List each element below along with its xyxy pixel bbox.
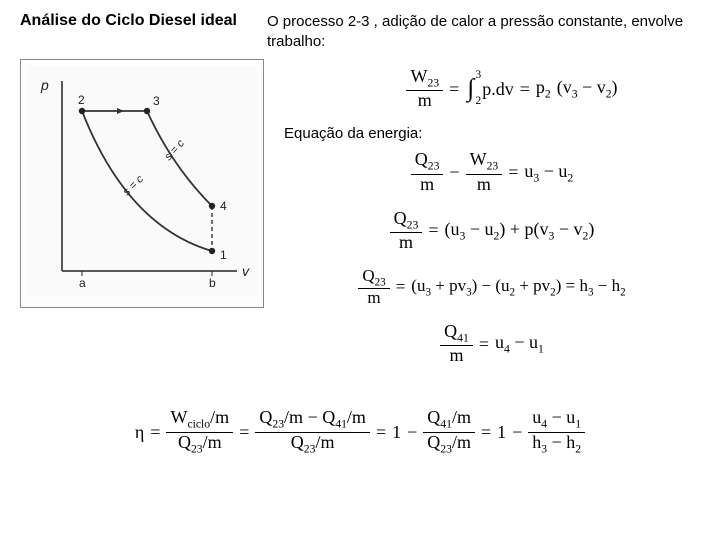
- svg-text:2: 2: [78, 93, 85, 107]
- equations-column: W23 m = ∫32 p.dv = p2 (v3 − v2) Equação …: [284, 59, 700, 380]
- equation-w23: W23 m = ∫32 p.dv = p2 (v3 − v2): [324, 67, 700, 111]
- process-description: O processo 2-3 , adição de calor a press…: [267, 12, 700, 51]
- svg-text:1: 1: [220, 248, 227, 262]
- energy-equation-label: Equação da energia:: [284, 125, 700, 142]
- equation-q23-expanded: Q23 m = (u3 − u2) + p(v3 − v2): [284, 209, 700, 253]
- equation-q23-enthalpy: Q23 m = (u3 + pv3) − (u2 + pv2) = h3 − h…: [284, 267, 700, 308]
- svg-text:4: 4: [220, 199, 227, 213]
- page-title: Análise do Ciclo Diesel ideal: [20, 12, 237, 30]
- equation-q41: Q41 m = u4 − u1: [284, 322, 700, 366]
- svg-text:a: a: [79, 276, 86, 290]
- pv-diagram: pvabs = cs = c1234: [27, 66, 257, 296]
- svg-text:p: p: [40, 77, 49, 93]
- equation-efficiency: η = Wciclo/m Q23/m = Q23/m − Q41/m Q23/m…: [135, 408, 585, 456]
- svg-text:3: 3: [153, 94, 160, 108]
- pv-diagram-container: pvabs = cs = c1234: [20, 59, 264, 308]
- svg-text:b: b: [209, 276, 216, 290]
- equation-energy-balance: Q23 m − W23 m = u3 − u2: [284, 150, 700, 194]
- svg-text:v: v: [242, 263, 250, 279]
